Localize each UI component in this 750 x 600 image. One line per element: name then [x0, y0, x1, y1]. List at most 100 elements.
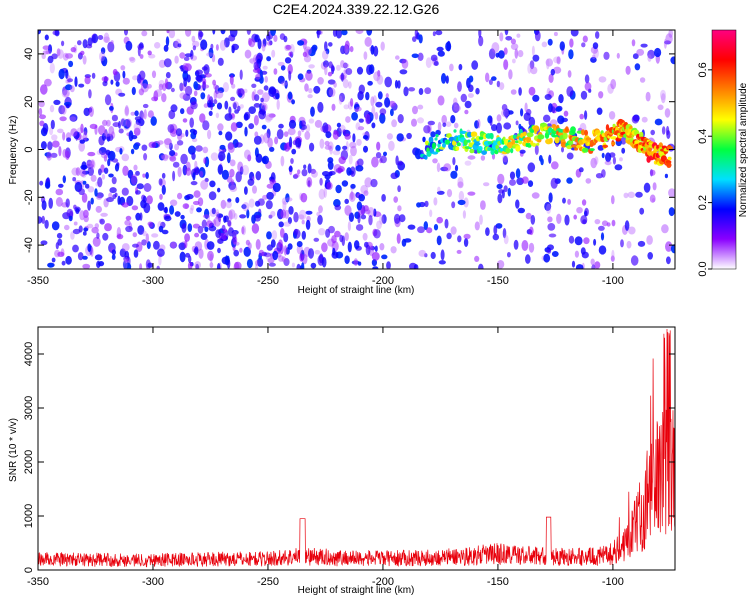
spectral-speckle — [228, 209, 236, 220]
spectral-speckle — [566, 152, 574, 160]
spectral-speckle — [379, 243, 385, 251]
spectral-speckle — [515, 120, 519, 126]
spectral-speckle — [478, 35, 484, 47]
spectral-speckle — [111, 249, 117, 256]
signal-mark — [515, 140, 520, 144]
spectral-speckle — [213, 99, 218, 105]
signal-mark — [459, 130, 467, 134]
spectral-speckle — [229, 168, 235, 178]
spectral-speckle — [373, 45, 379, 57]
signal-mark — [471, 131, 478, 137]
spectral-speckle — [393, 196, 399, 203]
spectral-speckle — [595, 173, 603, 179]
spectral-speckle — [498, 189, 504, 194]
spectral-speckle — [372, 266, 379, 269]
spectral-speckle — [65, 84, 73, 91]
spectral-speckle — [384, 76, 393, 88]
spectral-speckle — [57, 251, 65, 257]
spectral-speckle — [252, 185, 257, 194]
spectral-speckle — [168, 109, 176, 120]
spectral-speckle — [161, 229, 169, 235]
spectral-speckle — [584, 82, 592, 91]
spectral-speckle — [158, 255, 162, 266]
spectral-speckle — [156, 265, 160, 269]
spectral-speckle — [224, 37, 230, 48]
spectral-speckle — [91, 226, 99, 234]
spectral-speckle — [265, 254, 273, 261]
spectral-speckle — [397, 205, 402, 212]
spectral-speckle — [283, 35, 288, 43]
spectral-speckle — [611, 249, 615, 261]
spectral-speckle — [209, 262, 214, 268]
spectral-speckle — [98, 147, 107, 155]
spectral-speckle — [417, 117, 424, 124]
spectral-speckle — [474, 120, 480, 129]
spectral-speckle — [390, 100, 395, 106]
spectral-speckle — [353, 258, 358, 266]
spectral-speckle — [179, 82, 184, 92]
spectral-speckle — [280, 155, 285, 167]
spectral-speckle — [266, 56, 271, 62]
spectral-speckle — [381, 254, 388, 260]
spectral-speckle — [96, 195, 102, 200]
spectral-speckle — [119, 248, 127, 258]
spectral-speckle — [117, 195, 121, 205]
signal-mark — [453, 129, 457, 133]
spectral-speckle — [485, 72, 490, 83]
spectral-speckle — [319, 177, 323, 186]
spectral-speckle — [235, 142, 243, 148]
spectral-speckle — [474, 221, 480, 231]
spectral-speckle — [356, 66, 364, 75]
spectral-speckle — [215, 209, 220, 218]
spectral-speckle — [366, 30, 373, 36]
spectral-speckle — [430, 131, 436, 138]
spectral-speckle — [411, 53, 419, 59]
spectral-speckle — [334, 230, 341, 238]
spectral-speckle — [310, 106, 315, 117]
spectral-speckle — [370, 96, 375, 107]
spectral-speckle — [187, 223, 193, 233]
spectral-speckle — [601, 220, 609, 227]
spectral-speckle — [41, 53, 46, 60]
spectral-speckle — [100, 47, 106, 55]
spectral-speckle — [341, 180, 349, 187]
spectral-speckle — [132, 243, 139, 248]
spectral-speckle — [68, 60, 74, 68]
spectral-speckle — [497, 193, 503, 204]
spectral-speckle — [383, 151, 387, 157]
spectral-speckle — [277, 61, 285, 67]
spectral-speckle — [110, 79, 114, 85]
spectral-speckle — [451, 102, 460, 114]
spectral-speckle — [66, 137, 72, 142]
spectral-speckle — [61, 105, 67, 115]
spectral-speckle — [423, 221, 428, 231]
spectral-speckle — [110, 40, 114, 45]
spectral-speckle — [258, 109, 266, 120]
spectral-speckle — [253, 115, 259, 126]
spectral-speckle — [437, 50, 445, 57]
spectral-speckle — [108, 173, 114, 178]
spectral-speckle — [70, 47, 77, 53]
signal-mark — [512, 134, 517, 139]
spectral-speckle — [266, 128, 271, 139]
spectral-speckle — [253, 61, 259, 71]
spectral-speckle — [231, 43, 239, 51]
spectral-speckle — [646, 235, 653, 245]
spectral-speckle — [452, 157, 456, 166]
spectral-speckle — [395, 55, 400, 60]
spectral-speckle — [665, 241, 673, 252]
spectral-speckle — [161, 184, 166, 195]
spectral-speckle — [169, 155, 177, 162]
spectral-speckle — [208, 47, 214, 59]
spectral-speckle — [185, 30, 192, 37]
spectral-speckle — [106, 197, 114, 203]
spectral-speckle — [259, 75, 264, 84]
spectral-speckle — [190, 181, 198, 186]
snr-series-group — [38, 328, 675, 568]
spectral-speckle — [559, 41, 565, 51]
spectral-speckle — [132, 232, 137, 238]
spectral-speckle — [584, 110, 588, 120]
spectral-speckle — [217, 57, 224, 66]
spectral-speckle — [62, 89, 70, 98]
spectral-speckle — [446, 189, 453, 198]
